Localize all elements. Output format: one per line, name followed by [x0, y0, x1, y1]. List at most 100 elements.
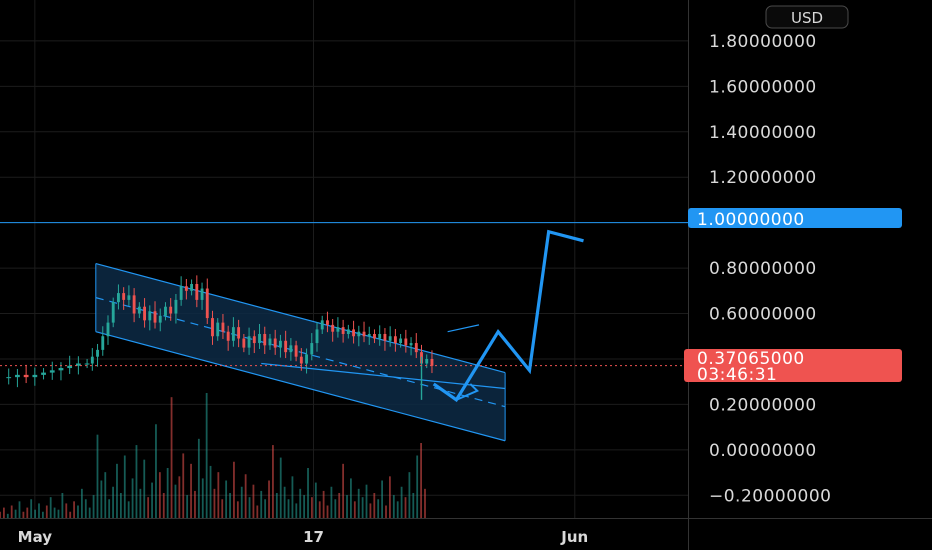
volume-bar	[194, 490, 196, 518]
volume-bar	[26, 507, 29, 518]
volume-bar	[22, 511, 25, 518]
candle-body	[299, 356, 303, 364]
countdown-label: 03:46:31	[697, 365, 777, 385]
y-tick-label: 0.00000000	[709, 441, 817, 461]
volume-bar	[69, 511, 72, 518]
volume-bar	[412, 493, 415, 518]
volume-bar	[303, 495, 306, 518]
candle-body	[294, 345, 298, 357]
drawings[interactable]	[0, 222, 688, 403]
volume-bar	[92, 495, 95, 518]
candle-body	[378, 333, 382, 339]
volume-bar	[400, 486, 403, 518]
time-axis[interactable]: May 17 Jun	[18, 528, 589, 546]
candle-body	[143, 306, 147, 321]
volume-bar	[346, 495, 348, 518]
candle-body	[352, 329, 356, 337]
volume-bar	[205, 393, 208, 518]
candle-body	[190, 283, 194, 291]
volume-bar	[0, 511, 1, 518]
volume-bar	[357, 488, 360, 518]
volume-bar	[385, 505, 387, 518]
volume-bar	[229, 493, 231, 518]
y-tick-label: 1.60000000	[709, 77, 817, 97]
volume-bar	[420, 443, 422, 518]
candle-body	[111, 302, 115, 323]
volume-bar	[233, 461, 235, 518]
candle-body	[404, 338, 408, 346]
candle-body	[320, 320, 324, 330]
volume-bar	[100, 480, 103, 518]
volume-bar	[88, 507, 91, 518]
currency-button[interactable]: USD	[765, 5, 849, 29]
candle-body	[164, 306, 167, 316]
volume-bar	[80, 488, 83, 518]
last-price-tag: 0.37065000 03:46:31	[684, 349, 902, 385]
volume-bar	[404, 497, 407, 518]
candle-body	[195, 283, 199, 300]
volume-bar	[182, 453, 185, 518]
candle-body	[362, 331, 366, 337]
volume-bar	[342, 463, 345, 518]
candle-body	[23, 374, 29, 378]
volume-bar	[225, 480, 228, 518]
candle-body	[231, 327, 235, 341]
volume-bar	[96, 434, 99, 518]
volume-bar	[41, 511, 44, 518]
volume-bar	[34, 509, 36, 518]
candle-body	[117, 293, 120, 303]
candle-body	[101, 336, 105, 350]
currency-label: USD	[791, 9, 823, 27]
y-tick-label: −0.20000000	[709, 486, 832, 506]
volume-bar	[381, 480, 384, 518]
candle-body	[399, 338, 403, 344]
volume-bar	[135, 445, 138, 518]
volume-bar	[365, 484, 368, 518]
y-tick-label: 0.80000000	[709, 259, 817, 279]
candle-body	[6, 377, 12, 379]
candle-body	[58, 368, 64, 371]
candle-body	[341, 327, 345, 334]
y-tick-label: 1.80000000	[709, 32, 817, 52]
volume-bar	[392, 495, 395, 518]
candle-body	[132, 295, 136, 314]
candle-body	[84, 363, 90, 365]
volume-bar	[272, 445, 274, 518]
candle-body	[122, 293, 126, 300]
volume-bar	[14, 509, 17, 518]
volume-bar	[416, 455, 419, 518]
volume-bar	[127, 501, 130, 518]
volume-bar	[190, 463, 192, 518]
volume-bar	[217, 472, 220, 518]
candle-body	[179, 286, 183, 300]
candle-body	[393, 336, 397, 344]
candle-body	[221, 322, 225, 332]
candle-body	[346, 329, 350, 334]
volume-bar	[373, 493, 376, 518]
channel-upper-line	[95, 262, 506, 374]
volume-bar	[369, 503, 372, 518]
volume-bar	[361, 497, 364, 518]
y-tick-label: 1.40000000	[709, 123, 817, 143]
volume-bar	[299, 488, 302, 518]
volume-bar	[279, 457, 282, 518]
volume-bar	[314, 482, 317, 518]
y-tick-label: 0.20000000	[709, 395, 817, 415]
x-tick-label: 17	[303, 528, 324, 546]
candle-body	[96, 349, 99, 357]
candle-body	[137, 306, 141, 314]
volume-bar	[353, 501, 356, 518]
volume-bar	[264, 499, 267, 518]
volume-bar	[178, 476, 181, 518]
volume-bar	[108, 499, 111, 518]
candle-body	[75, 363, 81, 366]
volume-bar	[6, 513, 9, 518]
candle-body	[67, 365, 73, 369]
candle-body	[41, 372, 46, 375]
candle-body	[336, 327, 340, 332]
candle-body	[90, 356, 94, 364]
triangle-line	[447, 324, 480, 333]
volume-bar	[252, 484, 255, 518]
candle-body	[32, 374, 38, 378]
